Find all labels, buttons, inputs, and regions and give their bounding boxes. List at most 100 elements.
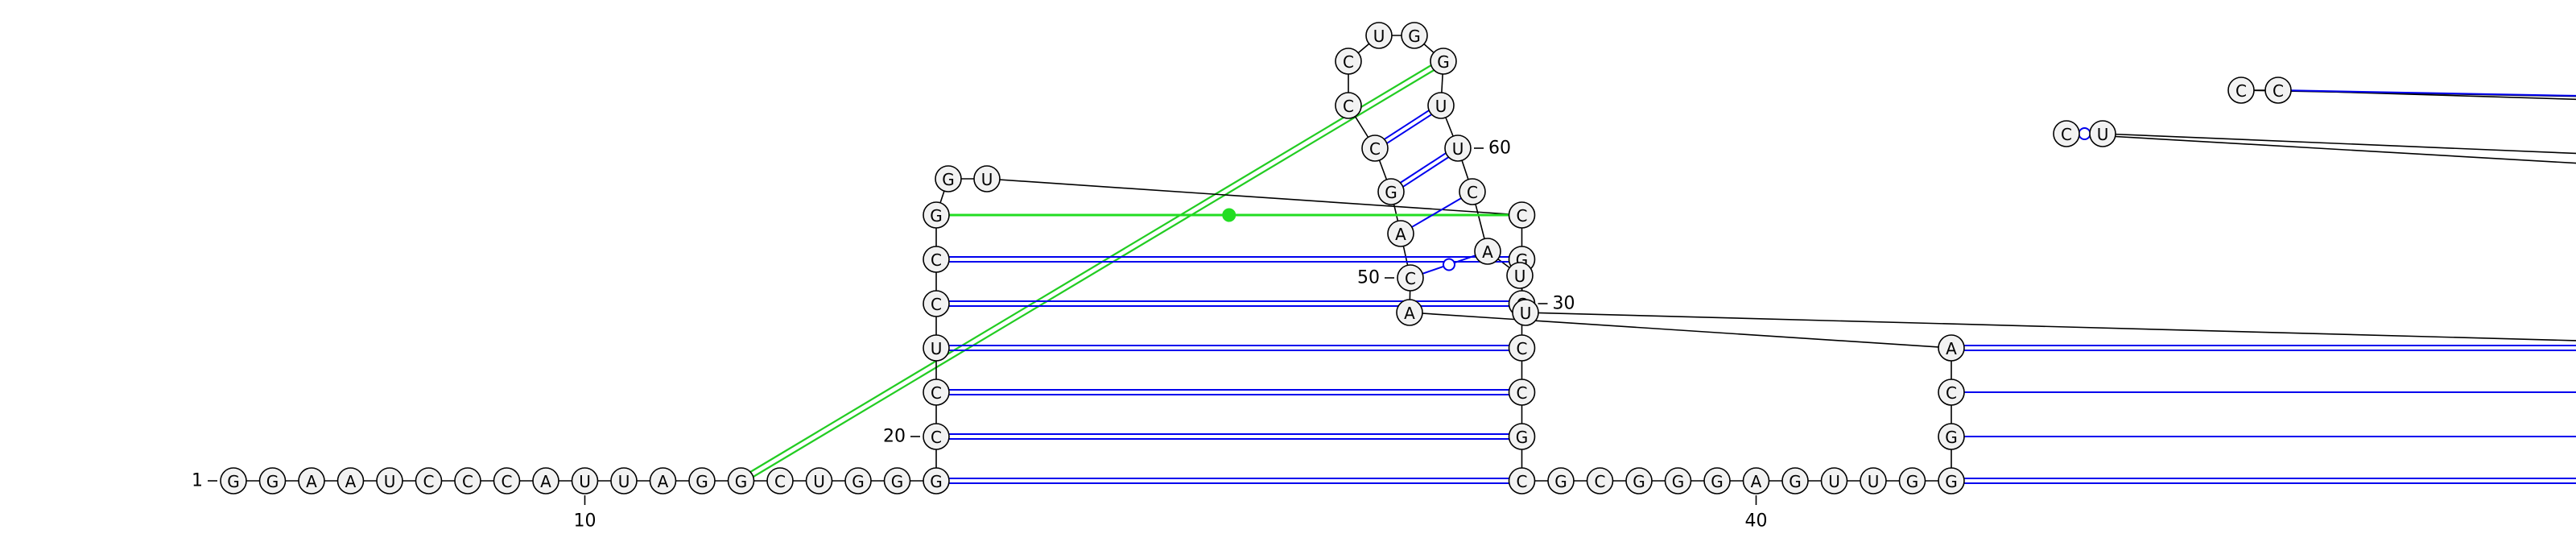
gu-pair-marker xyxy=(2078,127,2091,140)
nucleotide-letter: U xyxy=(1520,304,1532,323)
nucleotide-letter: G xyxy=(735,472,748,491)
residue-number-layer: 1102030405060708090100110120122 xyxy=(192,139,1768,532)
nucleotide-circle xyxy=(298,467,325,495)
nucleotide-circle xyxy=(415,467,443,495)
nucleotide-circle xyxy=(1938,334,1965,362)
tertiary-interaction-line xyxy=(739,58,1443,479)
nucleotide-12: A xyxy=(649,467,677,495)
nucleotide-3: A xyxy=(298,467,325,495)
nucleotide-50: C xyxy=(1397,264,1424,292)
backbone-link xyxy=(2102,133,2576,155)
nucleotide-92: U xyxy=(2089,120,2116,147)
nucleotide-letter: A xyxy=(658,472,669,491)
nucleotide-11: U xyxy=(610,467,638,495)
nucleotide-letter: G xyxy=(930,206,943,226)
nucleotide-circle xyxy=(1547,467,1575,495)
nucleotide-letter: G xyxy=(942,170,955,189)
gc-pair-line xyxy=(1384,110,1430,140)
nucleotide-letter: U xyxy=(1452,139,1464,159)
nucleotide-47: C xyxy=(1938,379,1965,406)
nucleotide-letter: U xyxy=(1828,472,1840,491)
nucleotide-letter: C xyxy=(1467,183,1478,202)
nucleotide-letter: G xyxy=(930,472,943,491)
nucleotide-53: C xyxy=(1361,134,1389,162)
nucleotide-20: C xyxy=(923,423,950,450)
nucleotide-letter: C xyxy=(2061,125,2072,144)
nucleotide-32: C xyxy=(1508,379,1536,406)
nucleotide-letter: A xyxy=(540,472,551,491)
nucleotide-circle xyxy=(1506,262,1534,289)
nucleotide-letter: G xyxy=(227,472,240,491)
residue-number-label: 1 xyxy=(192,471,203,491)
nucleotide-16: U xyxy=(805,467,833,495)
nucleotide-letter: U xyxy=(1435,97,1447,116)
backbone-link xyxy=(2066,133,2576,164)
nucleotide-4: A xyxy=(336,467,365,495)
nucleotide-circle xyxy=(2264,77,2292,104)
nucleotide-40: A xyxy=(1742,467,1770,495)
nucleotide-letter: C xyxy=(2235,81,2247,101)
nucleotide-letter: G xyxy=(1554,472,1567,491)
nucleotide-91: C xyxy=(2053,120,2080,147)
nucleotide-circle xyxy=(923,246,950,273)
nucleotide-35: G xyxy=(1547,467,1575,495)
nucleotide-28: C xyxy=(1508,201,1536,229)
nucleotide-letter: C xyxy=(931,295,942,314)
nucleotide-7: C xyxy=(454,467,481,495)
backbone-link xyxy=(986,178,1522,216)
nucleotide-letter: C xyxy=(1343,97,1354,116)
nucleotide-circle xyxy=(1938,467,1965,495)
nucleotide-36: C xyxy=(1586,467,1614,495)
nucleotide-letter: G xyxy=(1906,472,1919,491)
nucleotide-circle xyxy=(1820,467,1848,495)
nucleotide-letter: C xyxy=(462,472,473,491)
nucleotide-circle xyxy=(1664,467,1692,495)
nucleotide-letter: C xyxy=(502,472,513,491)
nucleotide-56: U xyxy=(1365,22,1393,49)
nucleotide-letter: C xyxy=(1517,383,1528,403)
nucleotide-circle xyxy=(844,467,872,495)
nucleotide-44: G xyxy=(1898,467,1926,495)
residue-number-label: 30 xyxy=(1553,294,1575,314)
nucleotide-38: G xyxy=(1664,467,1692,495)
backbone-link xyxy=(2277,89,2576,101)
nucleotide-33: G xyxy=(1508,423,1536,450)
nucleotide-letter: U xyxy=(384,472,396,491)
nucleotide-circle xyxy=(1508,423,1536,450)
nucleotide-circle xyxy=(1938,423,1965,450)
nucleotide-circle xyxy=(1508,201,1536,229)
nucleotide-18: G xyxy=(883,467,911,495)
nucleotide-circle xyxy=(923,201,950,229)
nucleotide-113: C xyxy=(2264,77,2292,104)
nucleotide-circle xyxy=(727,467,755,495)
nucleotide-42: U xyxy=(1820,467,1848,495)
nucleotide-letter: G xyxy=(1672,472,1685,491)
backbone-link xyxy=(1525,312,2576,341)
nucleotide-circle xyxy=(2089,120,2116,147)
nucleotide-circle xyxy=(1474,238,1501,265)
nucleotide-circle xyxy=(1335,92,1362,119)
nucleotide-5: U xyxy=(376,467,403,495)
nucleotide-22: U xyxy=(923,334,950,362)
nucleotide-60: U xyxy=(1444,134,1472,162)
nucleotide-letter: A xyxy=(1751,472,1762,491)
nucleotide-letter: A xyxy=(1946,339,1957,358)
nucleotide-circle xyxy=(376,467,403,495)
nucleotide-43: U xyxy=(1860,467,1887,495)
nucleotide-letter: C xyxy=(423,472,435,491)
nucleotide-letter: A xyxy=(1482,242,1493,262)
nucleotide-49: A xyxy=(1396,299,1423,326)
nucleotide-26: G xyxy=(935,165,962,192)
nucleotide-letter: C xyxy=(1405,269,1416,288)
nucleotide-circle xyxy=(1365,22,1393,49)
tertiary-interaction-line xyxy=(741,63,1446,484)
nucleotide-letter: A xyxy=(345,472,357,491)
nucleotide-54: C xyxy=(1335,92,1362,119)
nucleotide-letter: G xyxy=(696,472,708,491)
residue-number-label: 60 xyxy=(1488,139,1511,159)
noncanonical-pair-marker xyxy=(1222,208,1236,222)
nucleotide-letter: G xyxy=(266,472,279,491)
nucleotide-circle xyxy=(973,165,1001,192)
nucleotide-letter: C xyxy=(1343,52,1354,72)
